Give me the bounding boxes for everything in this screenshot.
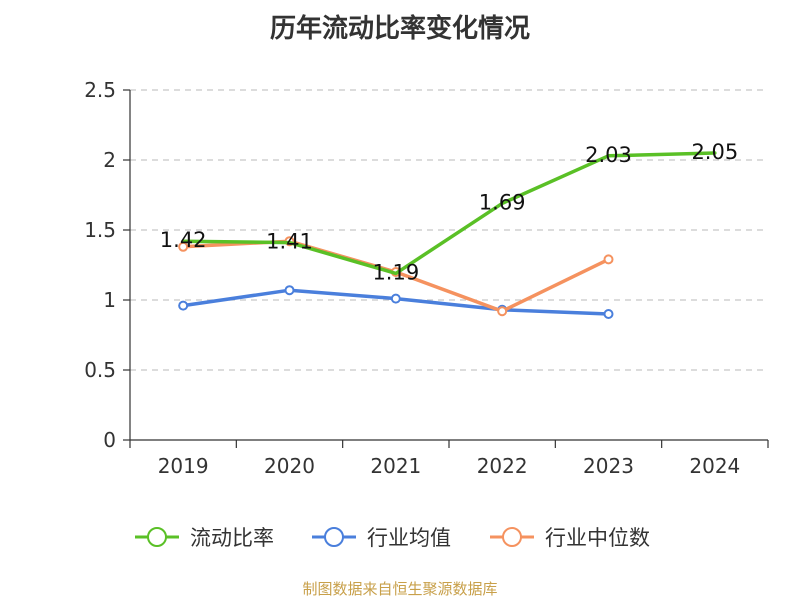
data-source-note: 制图数据来自恒生聚源数据库 — [302, 580, 498, 598]
axes — [129, 90, 768, 441]
data-point — [497, 306, 508, 317]
legend-label: 行业中位数 — [545, 526, 650, 550]
x-tick-label: 2021 — [370, 454, 421, 478]
legend-marker — [502, 527, 522, 547]
data-label: 2.03 — [585, 143, 632, 167]
data-labels: 1.42 1.41 1.19 1.69 2.03 2.05 — [160, 140, 738, 284]
y-axis-ticks: 0 0.5 1 1.5 2 2.5 — [84, 78, 130, 452]
data-point — [284, 285, 295, 296]
series-lines — [178, 151, 717, 319]
legend-label: 行业均值 — [367, 526, 451, 550]
data-point — [603, 309, 614, 319]
legend-marker — [324, 527, 344, 547]
y-tick-label: 0 — [103, 428, 116, 452]
x-axis-ticks: 2019 2020 2021 2022 2023 2024 — [129, 440, 769, 478]
data-point — [603, 254, 614, 265]
chart-title: 历年流动比率变化情况 — [269, 14, 530, 44]
y-tick-label: 1.5 — [84, 218, 116, 242]
legend[interactable]: 流动比率 行业均值 行业中位数 — [135, 526, 650, 550]
grid-lines — [130, 89, 768, 371]
y-tick-label: 0.5 — [84, 358, 116, 382]
series-line-0 — [181, 151, 717, 276]
data-label: 1.69 — [479, 190, 526, 214]
legend-label: 流动比率 — [190, 526, 274, 550]
data-label: 2.05 — [691, 140, 738, 164]
data-point — [390, 293, 401, 304]
data-label: 1.42 — [160, 228, 207, 252]
y-tick-label: 1 — [103, 288, 116, 312]
legend-marker — [147, 527, 167, 547]
legend-item[interactable]: 流动比率 — [135, 526, 274, 550]
x-tick-label: 2022 — [477, 454, 528, 478]
data-label: 1.41 — [266, 230, 313, 254]
y-tick-label: 2 — [103, 148, 116, 172]
x-tick-label: 2023 — [583, 454, 634, 478]
y-tick-label: 2.5 — [84, 78, 116, 102]
data-label: 1.19 — [372, 260, 419, 284]
x-tick-label: 2019 — [158, 454, 209, 478]
legend-item[interactable]: 行业均值 — [312, 526, 451, 550]
legend-item[interactable]: 行业中位数 — [490, 526, 650, 550]
data-point — [178, 300, 189, 311]
x-tick-label: 2020 — [264, 454, 315, 478]
x-tick-label: 2024 — [689, 454, 740, 478]
